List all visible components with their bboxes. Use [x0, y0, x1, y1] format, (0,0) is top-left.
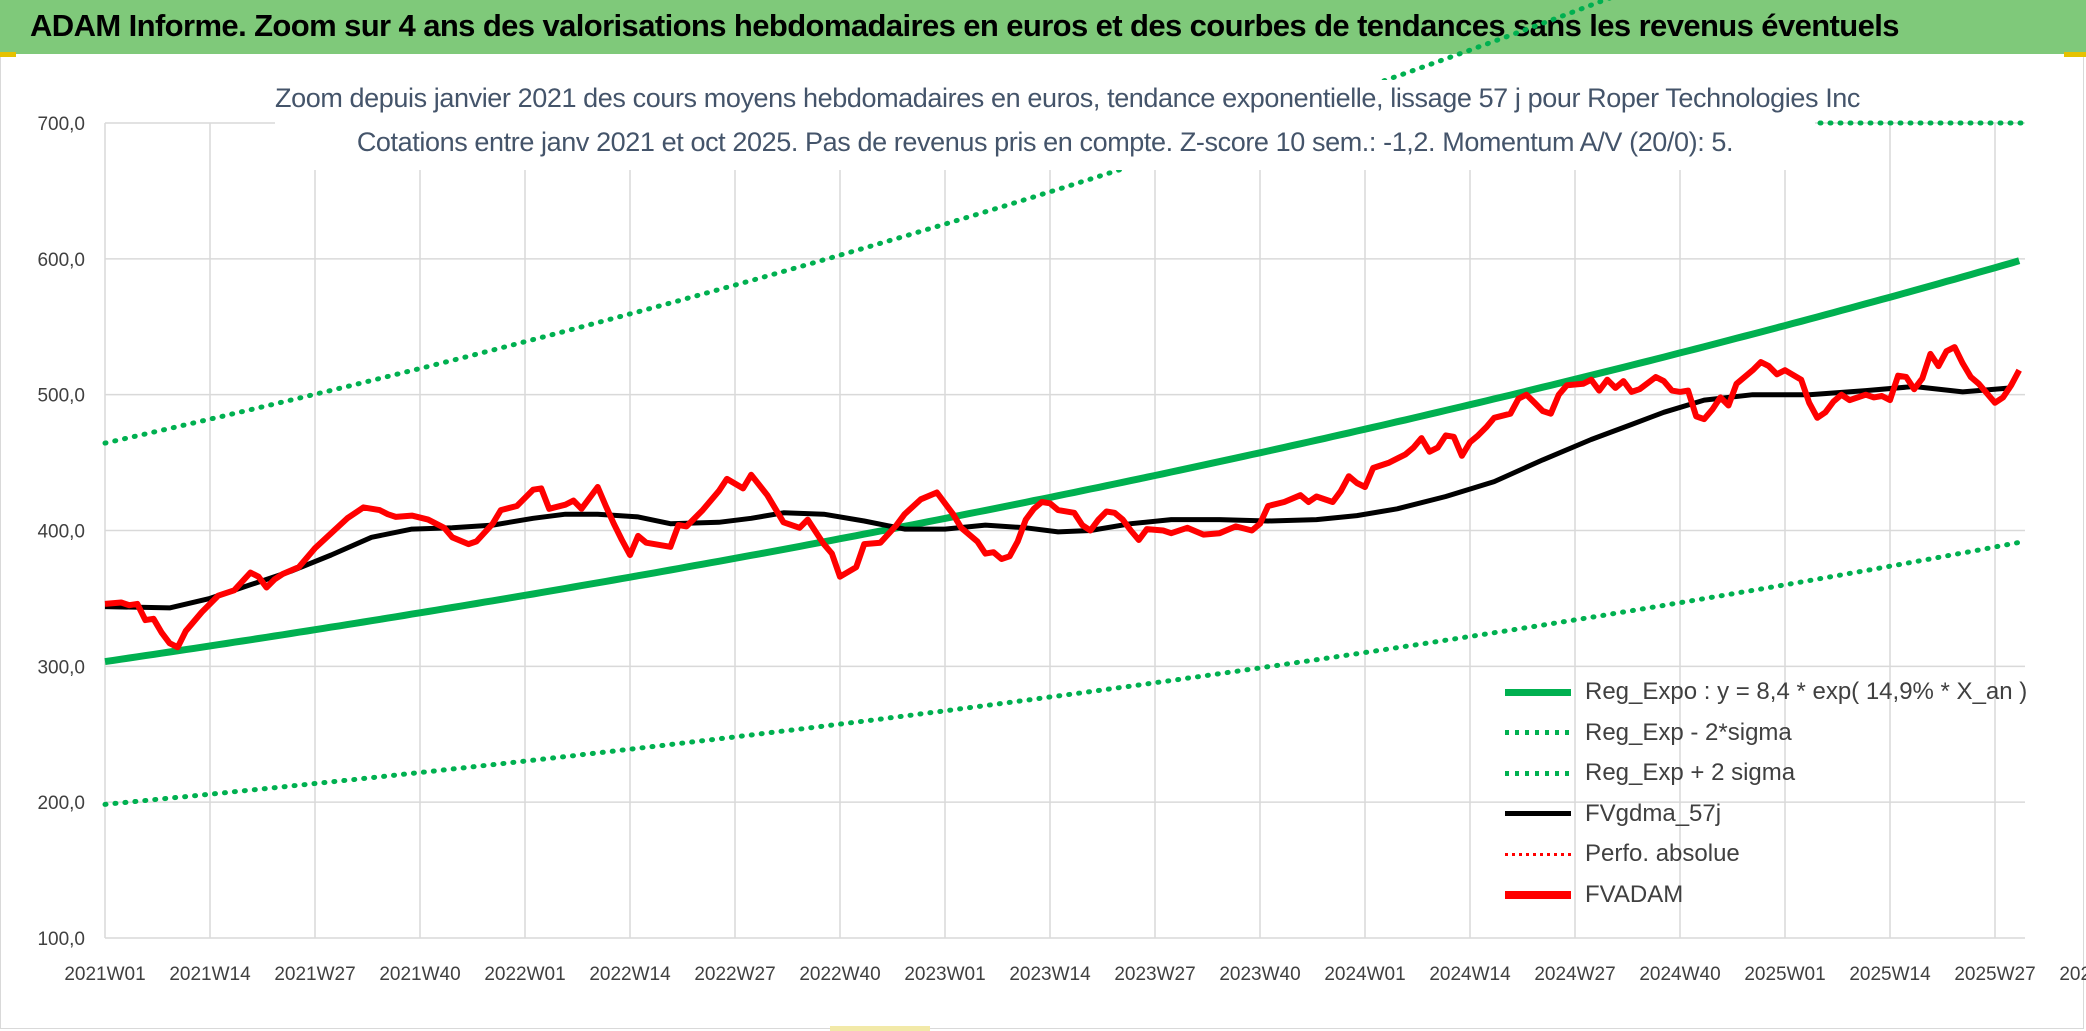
x-tick-label: 2024W01 — [1324, 964, 1405, 985]
x-tick-label: 2022W01 — [484, 964, 565, 985]
y-tick-label: 600,0 — [37, 250, 85, 271]
chart-title-box: Zoom depuis janvier 2021 des cours moyen… — [275, 80, 1861, 170]
series-group — [102, 0, 2028, 807]
series-fvadam — [104, 344, 2022, 651]
x-tick-label: 2024W40 — [1639, 964, 1720, 985]
x-tick-label: 2021W27 — [274, 964, 355, 985]
legend-label: Perfo. absolue — [1585, 840, 1740, 868]
chart-title-line-1: Zoom depuis janvier 2021 des cours moyen… — [275, 83, 1861, 113]
legend-label: Reg_Exp + 2 sigma — [1585, 759, 1796, 787]
x-tick-label: 2024W27 — [1534, 964, 1615, 985]
legend-swatch — [1505, 890, 1571, 899]
report-title: ADAM Informe. Zoom sur 4 ans des valoris… — [30, 8, 1900, 43]
legend-swatch — [1505, 730, 1571, 736]
chart-frame — [0, 54, 2084, 1029]
chart-title-line-2: Cotations entre janv 2021 et oct 2025. P… — [356, 127, 1734, 157]
legend-item: Reg_Expo : y = 8,4 * exp( 14,9% * X_an ) — [1505, 672, 2027, 713]
legend-label: FVgdma_57j — [1585, 799, 1722, 827]
x-tick-label: 2021W01 — [64, 964, 145, 985]
corner-accent-left — [0, 52, 16, 57]
x-tick-label: 2023W14 — [1009, 964, 1091, 985]
series-fvgdma-57j — [104, 384, 2012, 611]
y-axis-ticks: 700,0 600,0 500,0 400,0 300,0 200,0 100,0 — [37, 114, 85, 950]
y-tick-label: 300,0 — [37, 657, 85, 678]
x-tick-label: 2022W40 — [799, 964, 880, 985]
x-tick-label: 2025W40 — [2059, 964, 2086, 985]
chart-legend: Reg_Expo : y = 8,4 * exp( 14,9% * X_an )… — [1505, 672, 2027, 916]
x-tick-label: 2024W14 — [1429, 964, 1511, 985]
legend-item: FVADAM — [1505, 875, 2015, 916]
x-tick-label: 2022W27 — [694, 964, 775, 985]
x-tick-label: 2021W40 — [379, 964, 460, 985]
series-reg-expo — [104, 257, 2021, 666]
y-tick-label: 700,0 — [37, 114, 85, 135]
x-tick-label: 2023W27 — [1114, 964, 1195, 985]
y-tick-label: 500,0 — [37, 386, 85, 407]
bottom-accent — [830, 1026, 930, 1031]
legend-label: Reg_Expo : y = 8,4 * exp( 14,9% * X_an ) — [1585, 678, 2028, 706]
legend-item: Perfo. absolue — [1505, 834, 2015, 875]
legend-swatch — [1505, 770, 1571, 776]
y-tick-label: 400,0 — [37, 522, 85, 543]
x-tick-label: 2023W40 — [1219, 964, 1300, 985]
x-tick-label: 2021W14 — [169, 964, 251, 985]
x-tick-label: 2025W14 — [1849, 964, 1931, 985]
legend-label: Reg_Exp - 2*sigma — [1585, 718, 1792, 746]
x-tick-label: 2025W27 — [1954, 964, 2035, 985]
x-tick-label: 2023W01 — [904, 964, 985, 985]
corner-accent-right — [2064, 52, 2086, 57]
x-tick-label: 2025W01 — [1744, 964, 1825, 985]
legend-swatch — [1505, 852, 1571, 856]
legend-item: Reg_Exp + 2 sigma — [1505, 753, 2015, 794]
legend-swatch — [1505, 811, 1571, 817]
series-reg-exp-plus-2-sigma — [102, 0, 1612, 446]
y-tick-label: 200,0 — [37, 793, 85, 814]
legend-item: FVgdma_57j — [1505, 794, 2015, 835]
title-banner: ADAM Informe. Zoom sur 4 ans des valoris… — [0, 0, 2086, 54]
x-tick-label: 2022W14 — [589, 964, 671, 985]
x-axis-ticks: 2021W01 2021W14 2021W27 2021W40 2022W01 2022W… — [64, 964, 2086, 985]
legend-swatch — [1505, 688, 1571, 696]
series-reg-exp-minus-2-sigma — [102, 539, 2022, 807]
legend-item: Reg_Exp - 2*sigma — [1505, 713, 2015, 754]
legend-label: FVADAM — [1585, 880, 1684, 908]
y-tick-label: 100,0 — [37, 929, 85, 950]
